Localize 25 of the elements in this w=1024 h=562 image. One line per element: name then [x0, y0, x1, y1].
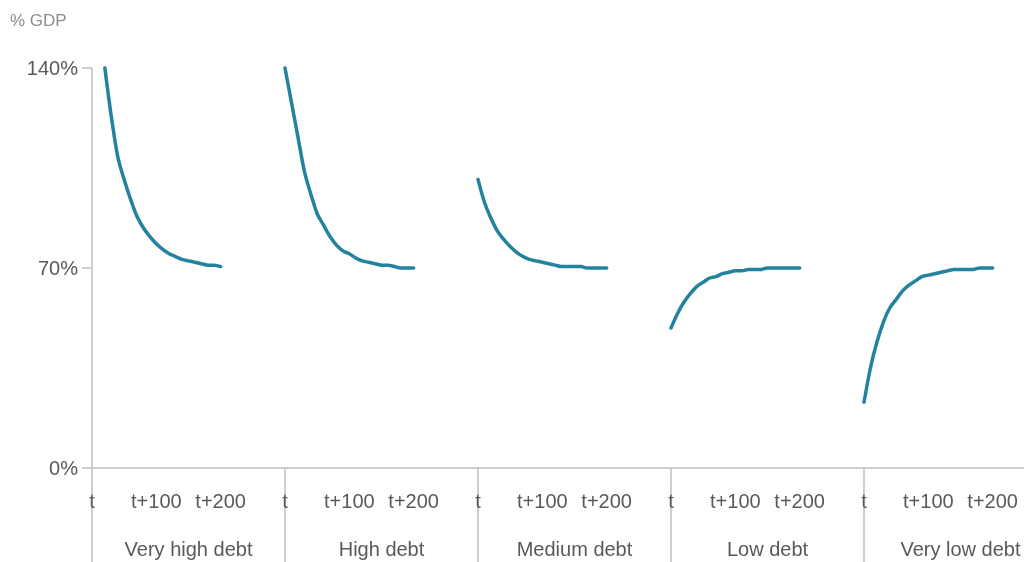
x-axis-title: Medium debt: [516, 538, 633, 560]
x-tick-label: t+200: [195, 490, 246, 512]
x-axis-title: Low debt: [726, 538, 809, 560]
x-tick-label: t+200: [774, 490, 825, 512]
line-series: [103, 66, 223, 269]
y-tick-label: 70%: [37, 257, 79, 279]
x-tick-label: t: [861, 490, 868, 512]
x-tick-label: t+200: [581, 490, 632, 512]
x-tick-label: t+100: [903, 490, 954, 512]
x-tick-label: t+200: [388, 490, 439, 512]
x-tick-label: t: [282, 490, 289, 512]
x-axis-title: Very high debt: [124, 538, 253, 560]
x-tick-label: t: [475, 490, 482, 512]
x-tick-label: t+100: [710, 490, 761, 512]
x-tick-label: t+100: [131, 490, 182, 512]
x-tick-label: t+200: [967, 490, 1018, 512]
y-tick-label: 140%: [26, 57, 79, 79]
x-axis-title: Very low debt: [900, 538, 1021, 560]
y-axis-title: % GDP: [10, 11, 67, 30]
x-tick-label: t+100: [517, 490, 568, 512]
x-axis-title: High debt: [338, 538, 425, 560]
x-tick-label: t: [89, 490, 96, 512]
x-tick-label: t: [668, 490, 675, 512]
y-tick-label: 0%: [49, 457, 79, 479]
x-tick-label: t+100: [324, 490, 375, 512]
